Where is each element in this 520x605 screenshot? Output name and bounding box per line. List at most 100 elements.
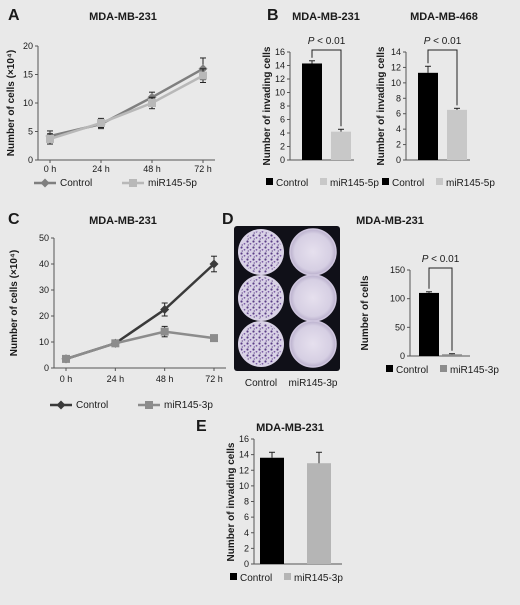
panel-c-title: MDA-MB-231 (89, 215, 157, 227)
b2-y-tick-label-4: 8 (396, 93, 401, 103)
plate-well-treated-1 (289, 228, 337, 276)
b1-y-tick-label-0: 0 (280, 155, 285, 165)
d-legend-label-0: Control (396, 365, 428, 376)
a-y-tick-label-3: 15 (23, 70, 33, 80)
c-y-tick-label-2: 20 (39, 311, 49, 321)
b1-significance-bracket (311, 49, 342, 127)
c-legend-label-1: miR145-3p (164, 400, 213, 411)
a-series-line-1 (49, 74, 204, 141)
b1-legend-label-0: Control (276, 178, 308, 189)
colony-plate-photo: Control miR145-3p (234, 226, 340, 389)
b1-y-tick-label-4: 8 (280, 101, 285, 111)
plate-well-treated-3 (289, 320, 337, 368)
a-y-tick-label-1: 5 (28, 127, 33, 137)
b1-p-value-p: P (308, 36, 315, 47)
e-y-tick-label-8: 16 (239, 434, 249, 444)
d-y-tick-label-2: 100 (390, 294, 405, 304)
c-x-tick-label-0: 0 h (60, 374, 73, 384)
c-legend-marker-0 (56, 400, 66, 410)
panel-b2-title: MDA-MB-468 (410, 11, 478, 23)
b1-y-tick-label-6: 12 (275, 74, 285, 84)
a-x-tick-label-0: 0 h (44, 164, 57, 174)
panel-letter-b: B (267, 7, 279, 24)
d-y-axis-label: Number of cells (360, 275, 371, 350)
c-x-tick-label-2: 48 h (156, 374, 174, 384)
b2-legend-label-0: Control (392, 178, 424, 189)
panel-letter-a: A (8, 7, 20, 24)
b1-p-value: P < 0.01 (308, 36, 346, 47)
plate-well-control-1 (238, 229, 284, 275)
b1-y-tick-label-5: 10 (275, 88, 285, 98)
b1-y-tick-label-3: 6 (280, 115, 285, 125)
e-y-tick-label-4: 8 (244, 497, 249, 507)
a-point-1-0 (46, 134, 54, 143)
a-legend-marker-0 (40, 178, 50, 188)
a-y-tick-label-0: 0 (28, 155, 33, 165)
d-y-tick-label-3: 150 (390, 265, 405, 275)
a-y-axis-label: Number of cells (×10⁴) (6, 50, 17, 156)
b2-y-tick-label-2: 4 (396, 124, 401, 134)
b1-legend-label-1: miR145-5p (330, 178, 379, 189)
c-point-0-2 (160, 305, 170, 314)
e-y-tick-label-1: 2 (244, 543, 249, 553)
plate-label-treated: miR145-3p (289, 378, 338, 389)
e-y-tick-label-6: 12 (239, 465, 249, 475)
b2-legend-swatch-0 (382, 178, 389, 185)
e-y-tick-label-3: 6 (244, 512, 249, 522)
plate-well-treated-2 (289, 274, 337, 322)
b2-significance-bracket (427, 49, 458, 106)
e-bar-0 (260, 457, 284, 564)
panel-d-bar-chart: 0 50 100 150 Number of cells P < 0.01 Control m… (360, 254, 499, 376)
b2-y-tick-label-3: 6 (396, 109, 401, 119)
c-y-tick-label-1: 10 (39, 337, 49, 347)
b1-y-axis-label: Number of invading cells (262, 46, 273, 165)
b2-bar-1 (447, 109, 467, 160)
a-x-tick-label-1: 24 h (92, 164, 110, 174)
c-y-axis-label: Number of cells (×10⁴) (9, 250, 20, 356)
panel-c-line-chart: 0 10 20 30 40 50 Number of cells (×10⁴) 0 h 24 h… (9, 233, 226, 411)
panel-e-title: MDA-MB-231 (256, 422, 324, 434)
c-y-tick-label-0: 0 (44, 363, 49, 373)
panel-letter-c: C (8, 211, 20, 228)
c-point-0-3 (209, 259, 219, 269)
a-legend-marker-1 (129, 179, 137, 187)
panel-d-title: MDA-MB-231 (356, 215, 424, 227)
e-y-tick-label-5: 10 (239, 481, 249, 491)
c-x-tick-label-1: 24 h (107, 374, 125, 384)
d-p-value-p: P (422, 254, 429, 265)
b2-y-tick-label-6: 12 (391, 62, 401, 72)
plate-well-control-3 (238, 321, 284, 367)
a-x-tick-label-3: 72 h (194, 164, 212, 174)
e-y-axis-label: Number of invading cells (226, 442, 237, 561)
b2-y-axis-label: Number of invading cells (376, 46, 387, 165)
c-legend-marker-1 (145, 401, 153, 409)
a-y-tick-label-4: 20 (23, 41, 33, 51)
a-x-tick-label-2: 48 h (143, 164, 161, 174)
d-p-value-rest: < 0.01 (428, 254, 459, 265)
b1-p-value-rest: < 0.01 (314, 36, 345, 47)
a-legend-label-1: miR145-5p (148, 178, 197, 189)
e-legend-swatch-0 (230, 573, 237, 580)
d-p-value: P < 0.01 (422, 254, 460, 265)
b2-legend-label-1: miR145-5p (446, 178, 495, 189)
panel-letter-d: D (222, 211, 234, 228)
a-point-1-3 (199, 71, 207, 80)
b1-y-tick-label-8: 16 (275, 47, 285, 57)
e-legend-label-1: miR145-3p (294, 573, 343, 584)
c-point-1-1 (111, 339, 120, 348)
panel-a-line-chart: 0 5 10 15 20 Number of cells (×10⁴) 0 h 24 h 48 … (6, 41, 215, 189)
b1-bar-1 (331, 131, 351, 160)
e-legend-swatch-1 (284, 573, 291, 580)
b1-y-tick-label-7: 14 (275, 61, 285, 71)
c-series-line-0 (65, 263, 215, 361)
plate-label-control: Control (245, 378, 277, 389)
panel-letter-e: E (196, 418, 207, 435)
c-point-1-2 (160, 327, 169, 336)
c-y-tick-label-3: 30 (39, 285, 49, 295)
d-bar-0 (419, 292, 439, 356)
panel-b1-title: MDA-MB-231 (292, 11, 360, 23)
b2-p-value-p: P (424, 36, 431, 47)
b1-bar-0 (302, 63, 322, 160)
